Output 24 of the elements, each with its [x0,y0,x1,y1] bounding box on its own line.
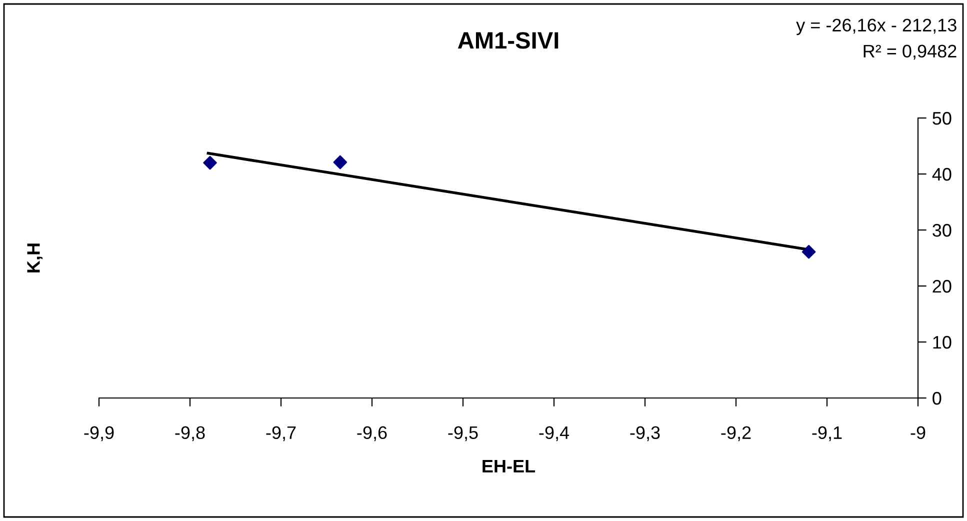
y-axis-title: K,H [27,244,42,272]
y-tick-label: 10 [933,336,952,349]
x-axis-title: EH-EL [482,460,536,472]
x-tick-label: -9,1 [812,426,842,442]
text: R² = 0,9482 [864,44,956,60]
point [203,156,217,170]
x-tick-label: -9,5 [448,426,478,442]
x-tick-label: -9,4 [539,426,570,442]
y-tick-label: 0 [932,392,942,405]
x-tick-label: -9,9 [84,426,114,442]
y-tick-label: 30 [932,224,952,237]
y-tick-label: 40 [932,168,952,181]
y-tick-label: 50 [932,112,952,125]
y-tick-label: 20 [932,280,952,293]
text: y = -26,16x - 212,13 [796,18,956,36]
x-tick-label: -9,2 [721,426,751,442]
point [333,155,348,170]
x-tick-label: -9,6 [357,426,387,442]
x-tick-label: -9,8 [175,426,205,442]
x-tick-label: -9,3 [630,426,660,442]
chart-title: AM1-SIVI [458,32,558,49]
point [802,244,816,259]
x-tick-label: -9,7 [266,426,296,442]
x-tick-label: -9 [910,426,926,440]
